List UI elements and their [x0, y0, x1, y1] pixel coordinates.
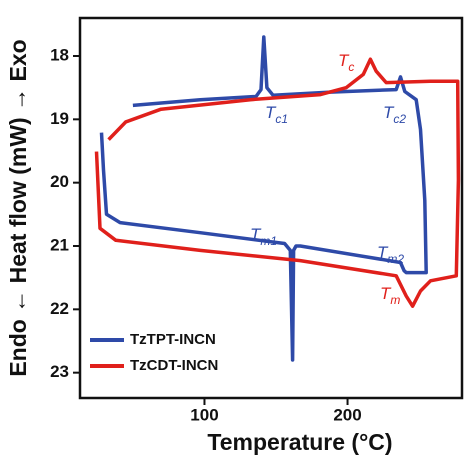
plot-frame — [78, 16, 464, 400]
annotation-sub: c1 — [275, 112, 288, 126]
x-axis-title: Temperature (°C) — [207, 429, 392, 455]
annotation-sub: m2 — [387, 252, 404, 266]
annotation-sub: m — [390, 293, 400, 307]
annotation: Tc2 — [383, 103, 406, 126]
annotation-main: T — [250, 225, 262, 244]
x-tick-label: 100 — [190, 405, 218, 424]
annotation-sub: m1 — [260, 234, 277, 248]
annotation-main: T — [380, 284, 392, 303]
annotation-main: T — [265, 103, 277, 122]
data-line — [99, 35, 428, 362]
data-line — [94, 57, 461, 308]
y-tick-label: 18 — [50, 45, 69, 64]
y-tick-label: 21 — [50, 235, 69, 254]
y-tick-label: 22 — [50, 299, 69, 318]
annotation-main: T — [338, 51, 350, 70]
legend-label: TzCDT-INCN — [130, 357, 218, 374]
y-axis-title: Endo ← Heat flow (mW) → Exo — [5, 39, 31, 376]
annotation-main: T — [377, 243, 389, 262]
annotation: Tm2 — [377, 243, 404, 266]
y-tick-label: 19 — [50, 109, 69, 128]
annotation: Tc1 — [265, 103, 288, 126]
annotation: Tm1 — [250, 225, 277, 248]
annotation-main: T — [383, 103, 395, 122]
legend-label: TzTPT-INCN — [130, 331, 216, 348]
annotation: Tc — [338, 51, 354, 74]
annotation-sub: c2 — [393, 112, 406, 126]
annotation-sub: c — [348, 60, 354, 74]
y-tick-label: 20 — [50, 172, 69, 191]
y-tick-label: 23 — [50, 362, 69, 381]
x-tick-label: 200 — [333, 405, 361, 424]
annotation: Tm — [380, 284, 400, 307]
